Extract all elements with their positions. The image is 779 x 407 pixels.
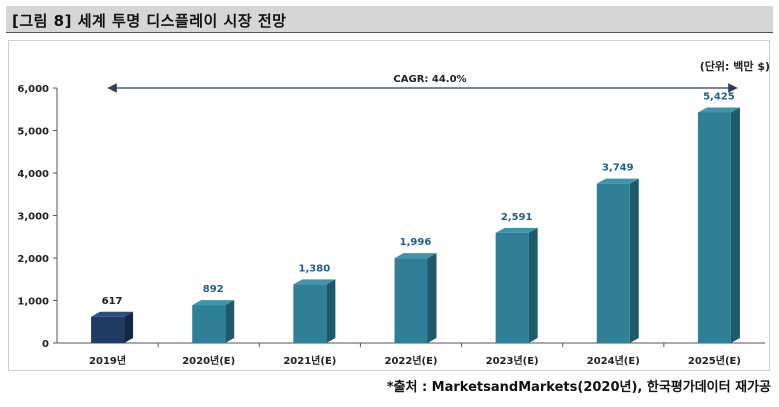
bar	[293, 279, 336, 343]
bar	[91, 311, 134, 343]
bar-side	[427, 253, 437, 343]
x-tick-label: 2025년(E)	[688, 354, 741, 367]
x-tick-label: 2021년(E)	[283, 354, 336, 367]
bar-side	[225, 300, 235, 343]
x-tick-label: 2019년	[89, 354, 126, 367]
bar	[495, 227, 538, 343]
bar	[192, 300, 235, 343]
bar-front	[394, 258, 428, 343]
data-label: 3,749	[602, 163, 634, 174]
unit-label: (단위: 백만 $)	[700, 59, 770, 73]
data-label: 2,591	[501, 212, 533, 223]
data-label: 1,996	[400, 237, 432, 248]
bar	[394, 253, 437, 343]
bar-front	[697, 112, 731, 343]
y-tick-label: 6,000	[17, 84, 49, 95]
bar-top	[91, 311, 134, 317]
bar-top	[495, 227, 538, 233]
bar-top	[596, 178, 639, 184]
chart-title: [그림 8] 세계 투명 디스플레이 시장 전망	[12, 12, 287, 30]
x-tick-label: 2020년(E)	[182, 354, 235, 367]
y-tick-label: 3,000	[17, 212, 49, 223]
bar-top	[697, 107, 740, 113]
data-label: 1,380	[299, 263, 331, 274]
y-tick-label: 1,000	[17, 297, 49, 308]
data-label: 617	[102, 296, 123, 307]
y-tick-label: 2,000	[17, 254, 49, 265]
bar-top	[394, 253, 437, 259]
bar	[697, 107, 740, 343]
x-tick-label: 2024년(E)	[587, 354, 640, 367]
bar-front	[91, 316, 125, 343]
x-tick-label: 2023년(E)	[486, 354, 539, 367]
bar-side	[326, 279, 336, 343]
bar-side	[629, 178, 639, 343]
data-label: 5,425	[703, 91, 735, 102]
bar	[596, 178, 639, 343]
bar-top	[293, 279, 336, 285]
data-label: 892	[203, 284, 224, 295]
y-tick-label: 4,000	[17, 169, 49, 180]
bar-front	[192, 305, 226, 343]
cagr-annotation: CAGR: 44.0%	[393, 74, 466, 85]
x-tick-label: 2022년(E)	[384, 354, 437, 367]
chart-frame	[8, 40, 770, 371]
bar-front	[596, 183, 630, 343]
bar-side	[528, 227, 538, 343]
bar-top	[192, 300, 235, 306]
title-bar: [그림 8] 세계 투명 디스플레이 시장 전망	[6, 6, 773, 33]
bar-side	[730, 107, 740, 343]
bar-front	[495, 232, 529, 343]
bar-side	[124, 311, 134, 343]
y-tick-label: 0	[42, 339, 49, 350]
y-tick-label: 5,000	[17, 127, 49, 138]
bar-front	[293, 284, 327, 343]
source-note: *출처 : MarketsandMarkets(2020년), 한국평가데이터 …	[386, 380, 771, 395]
